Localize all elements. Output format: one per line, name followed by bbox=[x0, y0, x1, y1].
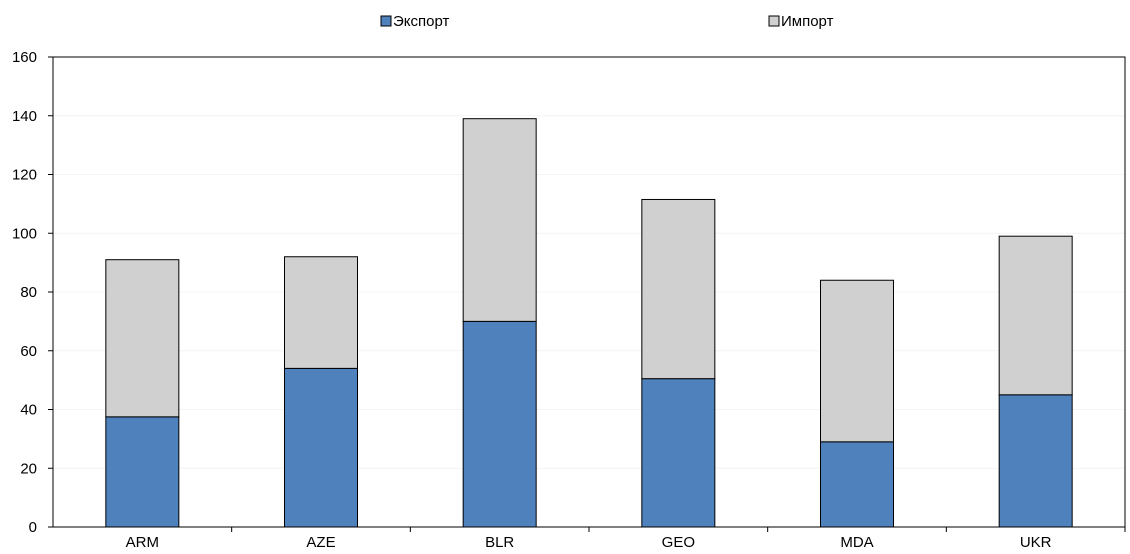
bar-arm-import bbox=[105, 259, 180, 418]
bar-ukr-export bbox=[998, 394, 1073, 528]
bar-blr-import bbox=[462, 118, 537, 322]
y-tick-label: 120 bbox=[12, 167, 37, 184]
bar-arm-export bbox=[105, 416, 180, 528]
x-axis-ticks: ARM AZE BLR GEO MDA UKR bbox=[126, 527, 1126, 551]
y-tick-label: 40 bbox=[20, 402, 37, 419]
y-tick-label: 140 bbox=[12, 108, 37, 125]
bar-geo-import bbox=[641, 198, 716, 380]
y-tick-label: 160 bbox=[12, 49, 37, 66]
legend-swatch bbox=[768, 15, 780, 27]
legend-label: Экспорт bbox=[393, 13, 449, 30]
legend-swatch bbox=[380, 15, 392, 27]
y-tick-label: 100 bbox=[12, 225, 37, 242]
x-tick-label: GEO bbox=[662, 534, 695, 551]
bar-ukr-import bbox=[998, 235, 1073, 396]
y-axis-ticks: 0 20 40 60 80 100 120 140 160 bbox=[12, 49, 53, 536]
x-tick-label: AZE bbox=[306, 534, 335, 551]
legend-label: Импорт bbox=[781, 13, 834, 30]
x-tick-label: UKR bbox=[1020, 534, 1052, 551]
bar-mda-export bbox=[820, 441, 894, 528]
bar-aze-export bbox=[284, 367, 358, 528]
bar-geo-export bbox=[641, 378, 716, 528]
gridlines bbox=[53, 115, 1125, 469]
y-tick-label: 60 bbox=[20, 343, 37, 360]
x-tick-label: MDA bbox=[840, 534, 873, 551]
y-tick-label: 0 bbox=[29, 519, 37, 536]
legend: Экспорт Импорт bbox=[380, 13, 834, 30]
x-tick-label: ARM bbox=[126, 534, 159, 551]
y-tick-label: 80 bbox=[20, 284, 37, 301]
bar-mda-import bbox=[820, 279, 894, 443]
bar-aze-import bbox=[284, 256, 358, 369]
bars bbox=[105, 118, 1073, 528]
y-tick-label: 20 bbox=[20, 460, 37, 477]
bar-blr-export bbox=[462, 320, 537, 528]
x-tick-label: BLR bbox=[485, 534, 514, 551]
